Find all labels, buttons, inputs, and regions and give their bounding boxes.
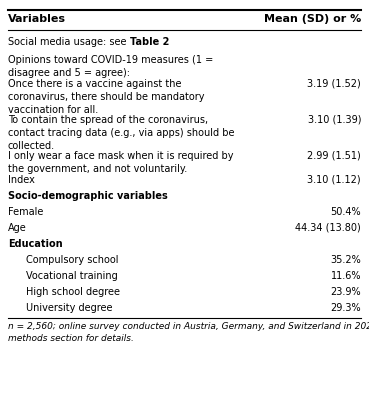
Text: Compulsory school: Compulsory school bbox=[26, 255, 118, 265]
Text: 3.10 (1.12): 3.10 (1.12) bbox=[307, 175, 361, 185]
Text: High school degree: High school degree bbox=[26, 287, 120, 297]
Text: Opinions toward COVID-19 measures (1 =
disagree and 5 = agree):: Opinions toward COVID-19 measures (1 = d… bbox=[8, 55, 213, 78]
Text: 3.19 (1.52): 3.19 (1.52) bbox=[307, 79, 361, 89]
Text: 11.6%: 11.6% bbox=[331, 271, 361, 281]
Text: Social media usage: see: Social media usage: see bbox=[8, 37, 130, 47]
Text: 35.2%: 35.2% bbox=[330, 255, 361, 265]
Text: Table 2: Table 2 bbox=[130, 37, 169, 47]
Text: 2.99 (1.51): 2.99 (1.51) bbox=[307, 151, 361, 161]
Text: University degree: University degree bbox=[26, 303, 113, 313]
Text: I only wear a face mask when it is required by
the government, and not voluntari: I only wear a face mask when it is requi… bbox=[8, 151, 234, 174]
Text: 29.3%: 29.3% bbox=[330, 303, 361, 313]
Text: Age: Age bbox=[8, 223, 27, 233]
Text: To contain the spread of the coronavirus,
contact tracing data (e.g., via apps) : To contain the spread of the coronavirus… bbox=[8, 115, 235, 151]
Text: 3.10 (1.39): 3.10 (1.39) bbox=[307, 115, 361, 125]
Text: 44.34 (13.80): 44.34 (13.80) bbox=[295, 223, 361, 233]
Text: 23.9%: 23.9% bbox=[330, 287, 361, 297]
Text: Index: Index bbox=[8, 175, 35, 185]
Text: n = 2,560; online survey conducted in Austria, Germany, and Switzerland in 2020.: n = 2,560; online survey conducted in Au… bbox=[8, 322, 369, 331]
Text: Education: Education bbox=[8, 239, 63, 249]
Text: Mean (SD) or %: Mean (SD) or % bbox=[264, 14, 361, 24]
Text: Variables: Variables bbox=[8, 14, 66, 24]
Text: Female: Female bbox=[8, 207, 44, 217]
Text: Once there is a vaccine against the
coronavirus, there should be mandatory
vacci: Once there is a vaccine against the coro… bbox=[8, 79, 204, 115]
Text: Vocational training: Vocational training bbox=[26, 271, 118, 281]
Text: methods section for details.: methods section for details. bbox=[8, 334, 134, 343]
Text: 50.4%: 50.4% bbox=[330, 207, 361, 217]
Text: Socio-demographic variables: Socio-demographic variables bbox=[8, 191, 168, 201]
